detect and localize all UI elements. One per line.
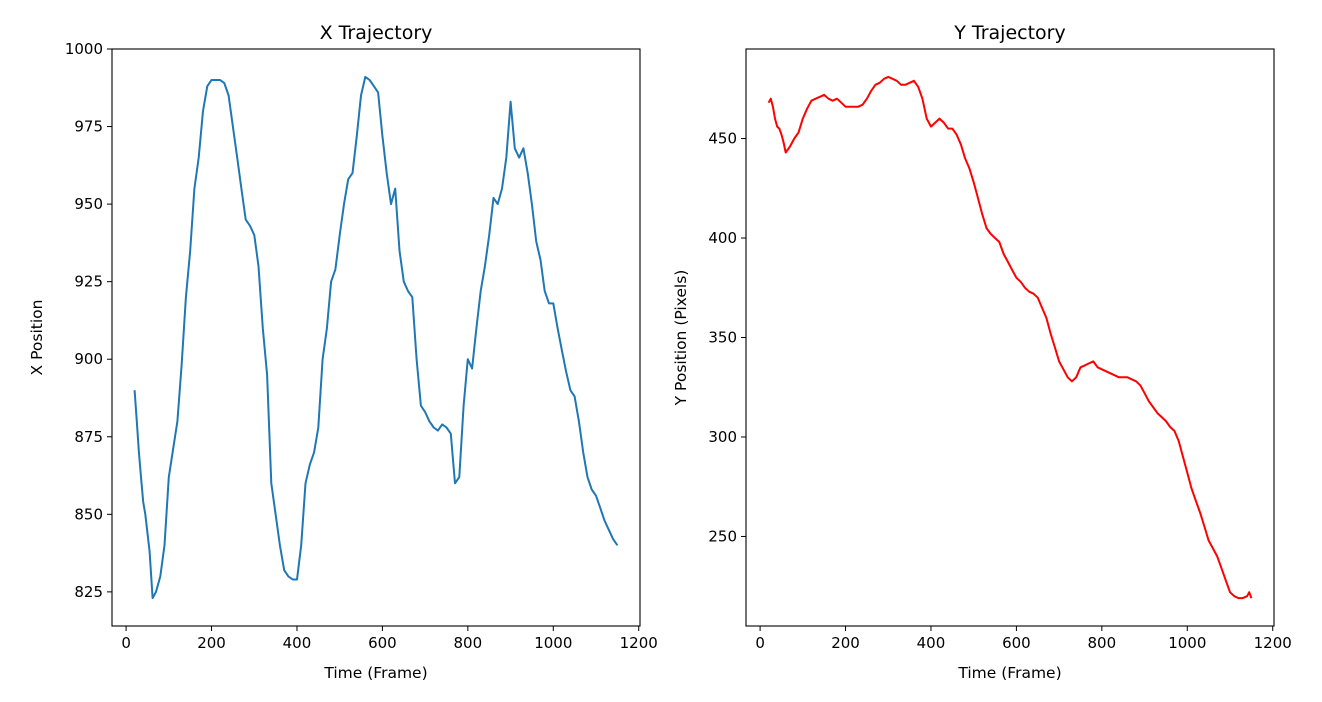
series-line bbox=[133, 75, 619, 600]
y-tick-label: 900 bbox=[74, 350, 103, 368]
y-tick-label: 925 bbox=[74, 273, 103, 291]
y-axis-label: X Position bbox=[28, 300, 46, 376]
chart-title: Y Trajectory bbox=[953, 22, 1065, 44]
series-line bbox=[767, 75, 1253, 600]
y-trajectory-panel: Y Trajectory 0 200 400 600 800 1000 1200 250 300 3… bbox=[672, 22, 1292, 682]
y-tick-label: 350 bbox=[708, 329, 737, 347]
x-tick-label: 0 bbox=[121, 634, 131, 652]
plot-frame bbox=[111, 48, 641, 627]
x-tick-label: 1200 bbox=[1254, 634, 1292, 652]
y-tick-label: 450 bbox=[708, 130, 737, 148]
x-axis-label: Time (Frame) bbox=[323, 664, 427, 682]
y-tick-label: 875 bbox=[74, 428, 103, 446]
chart-title: X Trajectory bbox=[320, 22, 433, 44]
y-tick-label: 1000 bbox=[65, 40, 103, 58]
y-tick-label: 975 bbox=[74, 118, 103, 136]
x-tick-label: 0 bbox=[755, 634, 765, 652]
y-tick-label: 850 bbox=[74, 505, 103, 523]
x-trajectory-panel: X Trajectory 0 200 400 600 800 1000 1200 825 850 8… bbox=[28, 22, 658, 682]
x-tick-label: 800 bbox=[454, 634, 483, 652]
x-tick-label: 200 bbox=[197, 634, 226, 652]
x-tick-label: 200 bbox=[831, 634, 860, 652]
x-tick-label: 1000 bbox=[1168, 634, 1206, 652]
y-tick-label: 950 bbox=[74, 195, 103, 213]
x-tick-label: 800 bbox=[1088, 634, 1117, 652]
plot-frame bbox=[745, 48, 1275, 627]
y-tick-label: 825 bbox=[74, 583, 103, 601]
y-tick-label: 400 bbox=[708, 229, 737, 247]
y-axis-label: Y Position (Pixels) bbox=[672, 270, 690, 407]
x-tick-label: 400 bbox=[917, 634, 946, 652]
x-tick-label: 400 bbox=[283, 634, 312, 652]
x-tick-label: 600 bbox=[1002, 634, 1031, 652]
x-tick-label: 1200 bbox=[620, 634, 658, 652]
y-tick-label: 250 bbox=[708, 527, 737, 545]
x-axis-label: Time (Frame) bbox=[957, 664, 1061, 682]
x-tick-label: 1000 bbox=[534, 634, 572, 652]
x-tick-label: 600 bbox=[368, 634, 397, 652]
y-tick-label: 300 bbox=[708, 428, 737, 446]
